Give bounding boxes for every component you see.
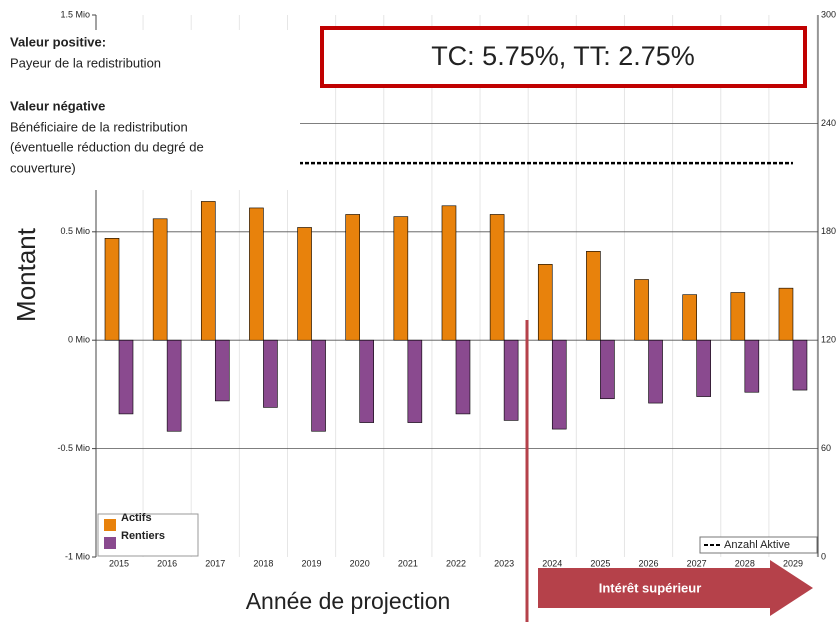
y-axis-label: Montant — [11, 227, 41, 322]
notes: Valeur positive: Payeur de la redistribut… — [10, 34, 204, 175]
plot-area: 0 60 120 180 240 300 -1 Mio -0.5 Mio 0 Mio 0.5 Mi… — [57, 9, 836, 568]
bar — [200, 201, 216, 341]
note: couverture) — [10, 160, 76, 175]
note: Payeur de la redistribution — [10, 55, 161, 70]
x-tick-label: 2015 — [109, 558, 129, 568]
bar — [359, 339, 375, 423]
title-box — [320, 26, 807, 88]
x-tick-label: 2025 — [590, 558, 610, 568]
overlays: Valeur positive: Payeur de la redistribut… — [0, 26, 818, 622]
bar — [166, 339, 182, 432]
bar — [214, 339, 230, 402]
bar — [441, 205, 457, 341]
legend-box — [699, 536, 818, 554]
y-tick-label: 0 Mio — [68, 335, 90, 345]
bar — [634, 279, 649, 341]
x-tick-label: 2028 — [735, 558, 755, 568]
bar — [696, 339, 711, 397]
bar — [551, 339, 567, 430]
y-tick-label: 1.5 Mio — [60, 9, 90, 19]
bar — [503, 339, 519, 421]
chart-title: TC: 5.75%, TT: 2.75% — [431, 41, 695, 71]
x-tick-label: 2027 — [687, 558, 707, 568]
legend-label: Rentiers — [121, 530, 165, 542]
bar — [744, 339, 760, 393]
x-tick-label: 2023 — [494, 558, 514, 568]
x-tick-label: 2029 — [783, 558, 803, 568]
bar — [792, 339, 808, 391]
note-background — [0, 30, 300, 190]
y-tick-label: 0.5 Mio — [60, 226, 90, 236]
x-tick-label: 2026 — [639, 558, 659, 568]
bar — [682, 294, 697, 341]
bar — [152, 218, 168, 341]
bar — [311, 339, 326, 432]
bar — [118, 339, 134, 415]
note: (éventuelle réduction du degré de — [10, 139, 204, 154]
bar — [345, 214, 361, 341]
note: Valeur positive: — [10, 34, 106, 49]
y-tick-label: -1 Mio — [65, 551, 90, 561]
bar — [393, 216, 409, 341]
bar — [489, 214, 505, 341]
note: Bénéficiaire de la redistribution — [10, 119, 188, 134]
y2-tick-label: 0 — [821, 551, 826, 561]
legend-label: Anzahl Aktive — [724, 539, 790, 551]
y2-tick-label: 300 — [821, 9, 836, 19]
y2-tick-label: 60 — [821, 443, 831, 453]
bar — [537, 264, 553, 341]
x-tick-label: 2020 — [350, 558, 370, 568]
bar — [648, 339, 663, 404]
x-tick-label: 2017 — [205, 558, 225, 568]
x-tick-label: 2021 — [398, 558, 418, 568]
x-tick-label: 2018 — [253, 558, 273, 568]
x-tick-label: 2016 — [157, 558, 177, 568]
x-axis-label: Année de projection — [246, 588, 451, 614]
arrow — [538, 560, 813, 616]
note: Valeur négative — [10, 98, 105, 113]
bar — [407, 339, 423, 423]
bar — [730, 292, 746, 341]
x-tick-label: 2022 — [446, 558, 466, 568]
legend-label: Actifs — [121, 512, 152, 524]
y2-tick-label: 240 — [821, 118, 836, 128]
bar — [249, 207, 264, 341]
legend-swatch — [104, 519, 116, 531]
y2-tick-label: 120 — [821, 335, 836, 345]
x-tick-label: 2024 — [542, 558, 562, 568]
bar — [297, 227, 312, 341]
y-tick-label: -0.5 Mio — [57, 443, 90, 453]
bar — [263, 339, 278, 408]
bar — [586, 251, 601, 341]
arrow-label: Intérêt supérieur — [599, 580, 702, 595]
x-tick-label: 2019 — [302, 558, 322, 568]
legend-swatch — [104, 537, 116, 549]
bar — [104, 238, 120, 341]
bar — [600, 339, 615, 400]
bar — [455, 339, 471, 415]
y2-tick-label: 180 — [821, 226, 836, 236]
bar — [778, 287, 794, 341]
